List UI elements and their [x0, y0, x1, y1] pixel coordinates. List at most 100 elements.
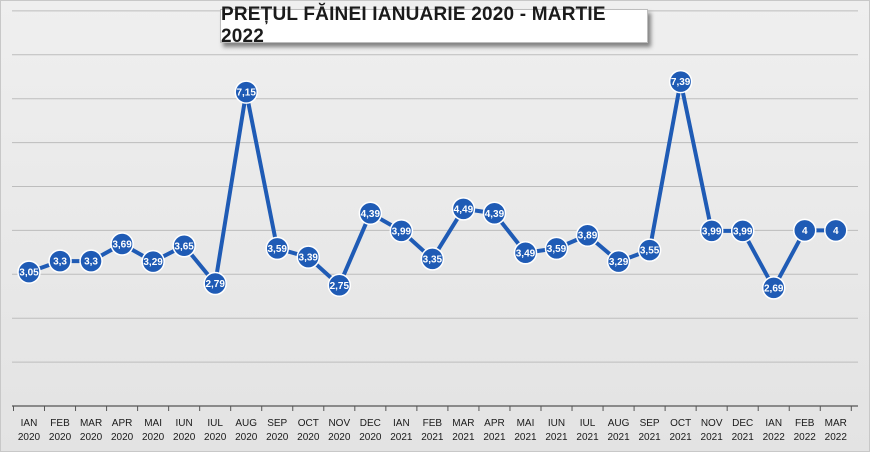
data-label: 3,05	[19, 268, 39, 279]
data-point	[358, 201, 383, 226]
x-tick-label-month: IUL	[207, 418, 223, 429]
x-tick-label-month: SEP	[267, 418, 287, 429]
data-point	[389, 219, 414, 243]
data-point	[793, 218, 817, 243]
x-tick-label-month: SEP	[640, 418, 660, 429]
data-label: 3,35	[423, 254, 443, 265]
x-tick-label-month: IAN	[765, 418, 782, 429]
x-tick-label-month: APR	[484, 418, 505, 429]
x-tick-label-month: DEC	[360, 418, 381, 429]
data-label: 4,39	[485, 209, 505, 220]
data-label: 4,39	[361, 209, 381, 220]
x-tick-label-month: NOV	[701, 418, 723, 429]
data-point	[141, 249, 165, 274]
x-tick-label-year: 2021	[390, 432, 413, 443]
x-tick-label-year: 2022	[794, 432, 817, 443]
x-tick-label-month: OCT	[298, 418, 319, 429]
data-point	[575, 223, 600, 247]
x-tick-label-month: IAN	[393, 418, 410, 429]
data-label: 2,79	[205, 279, 225, 290]
data-point	[761, 276, 786, 300]
x-tick-label-year: 2020	[328, 432, 351, 443]
data-label: 4,49	[454, 204, 474, 215]
data-point	[730, 219, 755, 243]
x-tick-label-year: 2020	[49, 432, 72, 443]
data-point	[234, 80, 258, 104]
data-point	[110, 232, 134, 256]
x-tick-label-year: 2021	[545, 432, 568, 443]
data-label: 4	[802, 226, 808, 237]
x-tick-label-month: IUL	[580, 418, 596, 429]
data-label: 4	[833, 226, 839, 237]
x-tick-label-month: DEC	[732, 418, 753, 429]
x-tick-label-year: 2021	[421, 432, 444, 443]
x-tick-label-month: MAI	[517, 418, 535, 429]
x-tick-label-month: FEB	[50, 418, 70, 429]
x-tick-label-year: 2021	[638, 432, 661, 443]
x-tick-label-month: AUG	[235, 418, 257, 429]
data-label: 3,59	[268, 244, 288, 255]
x-tick-label-year: 2021	[514, 432, 537, 443]
data-point	[451, 197, 476, 221]
x-tick-label-month: OCT	[670, 418, 691, 429]
data-label: 3,29	[609, 257, 629, 268]
x-tick-label-month: IUN	[176, 418, 193, 429]
data-point	[513, 241, 538, 265]
data-point	[544, 236, 569, 261]
data-point	[824, 218, 848, 243]
x-tick-label-year: 2020	[297, 432, 320, 443]
data-label: 3,29	[143, 257, 163, 268]
x-tick-label-month: NOV	[328, 418, 350, 429]
data-point	[17, 260, 41, 284]
data-point	[420, 247, 445, 271]
data-point	[265, 236, 289, 261]
data-label: 3,65	[174, 241, 194, 252]
data-label: 3,49	[516, 248, 536, 259]
data-point	[668, 69, 693, 94]
data-label: 2,69	[764, 283, 784, 294]
x-tick-label-year: 2020	[111, 432, 134, 443]
data-point	[48, 249, 72, 273]
data-point	[203, 271, 227, 296]
x-tick-label-year: 2021	[732, 432, 755, 443]
x-tick-label-month: APR	[112, 418, 133, 429]
x-tick-label-year: 2020	[359, 432, 382, 443]
x-tick-label-year: 2020	[173, 432, 196, 443]
x-tick-label-year: 2020	[142, 432, 165, 443]
chart-title: PREȚUL FĂINEI IANUARIE 2020 - MARTIE 202…	[220, 4, 648, 47]
x-tick-label-month: IAN	[21, 418, 38, 429]
x-tick-label-year: 2022	[763, 432, 786, 443]
x-tick-label-month: MAR	[452, 418, 474, 429]
data-point	[327, 273, 352, 298]
x-tick-label-year: 2020	[235, 432, 258, 443]
x-tick-label-year: 2020	[266, 432, 289, 443]
data-label: 3,89	[578, 231, 598, 242]
data-point	[699, 219, 724, 243]
x-tick-label-month: IUN	[548, 418, 565, 429]
x-tick-label-year: 2022	[825, 432, 848, 443]
data-point	[296, 245, 321, 269]
x-tick-label-year: 2020	[80, 432, 103, 443]
x-tick-label-year: 2021	[607, 432, 630, 443]
data-label: 3,3	[53, 257, 67, 268]
data-label: 3,99	[733, 226, 753, 237]
data-label: 2,75	[330, 281, 350, 292]
data-point	[172, 234, 196, 258]
x-tick-label-month: AUG	[608, 418, 630, 429]
data-label: 3,3	[84, 257, 98, 268]
x-tick-label-month: MAR	[825, 418, 847, 429]
data-label: 3,39	[299, 253, 319, 264]
x-tick-label-year: 2021	[576, 432, 599, 443]
data-point	[482, 201, 507, 226]
x-tick-label-year: 2020	[18, 432, 41, 443]
x-tick-label-year: 2020	[204, 432, 227, 443]
data-point	[606, 249, 631, 274]
x-tick-label-month: MAI	[144, 418, 162, 429]
data-label: 3,69	[112, 240, 132, 251]
data-label: 3,99	[702, 226, 722, 237]
data-label: 7,39	[671, 77, 691, 88]
data-label: 3,59	[547, 244, 567, 255]
data-point	[637, 238, 662, 262]
data-label: 3,99	[392, 226, 412, 237]
